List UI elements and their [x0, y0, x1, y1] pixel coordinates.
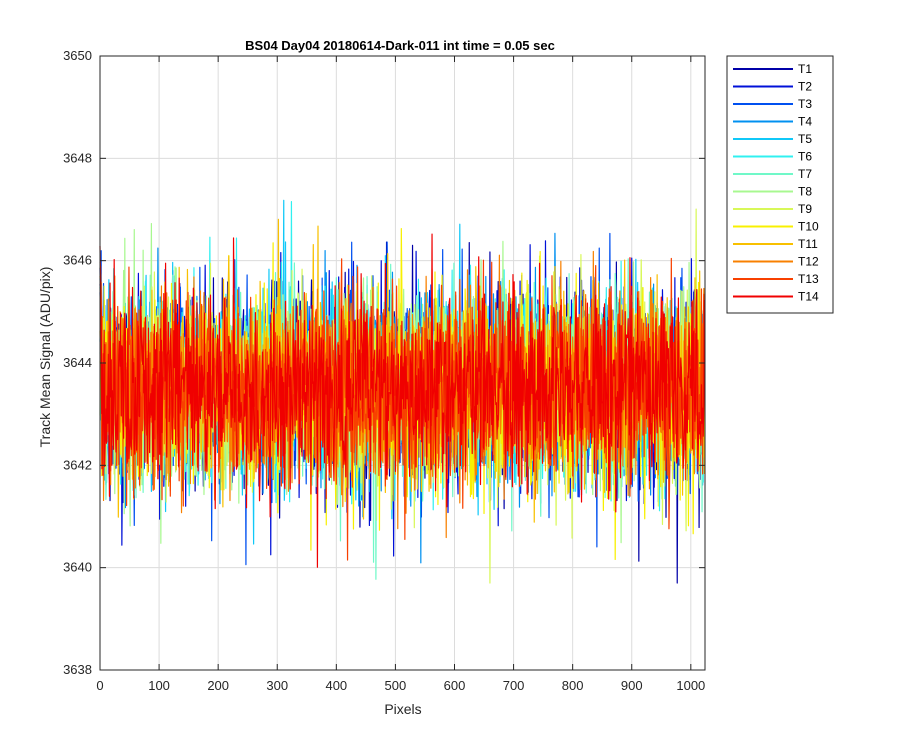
chart-title: BS04 Day04 20180614-Dark-011 int time = …	[245, 38, 555, 53]
legend-label-t6: T6	[798, 150, 812, 164]
x-tick-label: 400	[325, 678, 347, 693]
x-tick-label: 0	[96, 678, 103, 693]
x-tick-label: 800	[562, 678, 584, 693]
legend-label-t14: T14	[798, 290, 819, 304]
legend: T1 T2 T3 T4 T5 T6 T7 T8 T9 T10 T11 T12 T13 T14	[726, 55, 834, 314]
y-tick-label: 3642	[63, 457, 92, 472]
legend-label-t12: T12	[798, 255, 819, 269]
y-tick-label: 3644	[63, 355, 92, 370]
x-tick-label: 500	[385, 678, 407, 693]
y-tick-label: 3650	[63, 48, 92, 63]
y-tick-label: 3638	[63, 662, 92, 677]
legend-label-t11: T11	[798, 237, 818, 251]
series-group	[99, 199, 706, 584]
legend-label-t9: T9	[798, 202, 812, 216]
legend-label-t3: T3	[798, 97, 812, 111]
y-tick-label: 3640	[63, 560, 92, 575]
y-tick-label: 3648	[63, 150, 92, 165]
legend-label-t2: T2	[798, 80, 812, 94]
x-axis-label: Pixels	[384, 701, 421, 717]
legend-label-t1: T1	[798, 62, 812, 76]
legend-label-t13: T13	[798, 272, 819, 286]
legend-label-t5: T5	[798, 132, 812, 146]
y-tick-label: 3646	[63, 253, 92, 268]
x-tick-label: 300	[266, 678, 288, 693]
legend-label-t4: T4	[798, 115, 812, 129]
legend-label-t7: T7	[798, 167, 812, 181]
tick-labels: 0 100 200 300 400 500 600 700 800 900 1000 3638 3640…	[63, 48, 705, 693]
series-line-t14	[99, 233, 706, 568]
legend-label-t8: T8	[798, 185, 812, 199]
legend-label-t10: T10	[798, 220, 819, 234]
x-tick-label: 600	[444, 678, 466, 693]
x-tick-label: 100	[148, 678, 170, 693]
x-tick-label: 1000	[676, 678, 705, 693]
tick-marks	[99, 55, 705, 671]
x-tick-label: 900	[621, 678, 643, 693]
y-axis-label: Track Mean Signal (ADU/pix)	[37, 267, 53, 448]
x-tick-label: 200	[207, 678, 229, 693]
legend-box	[726, 55, 834, 314]
x-tick-label: 700	[503, 678, 525, 693]
